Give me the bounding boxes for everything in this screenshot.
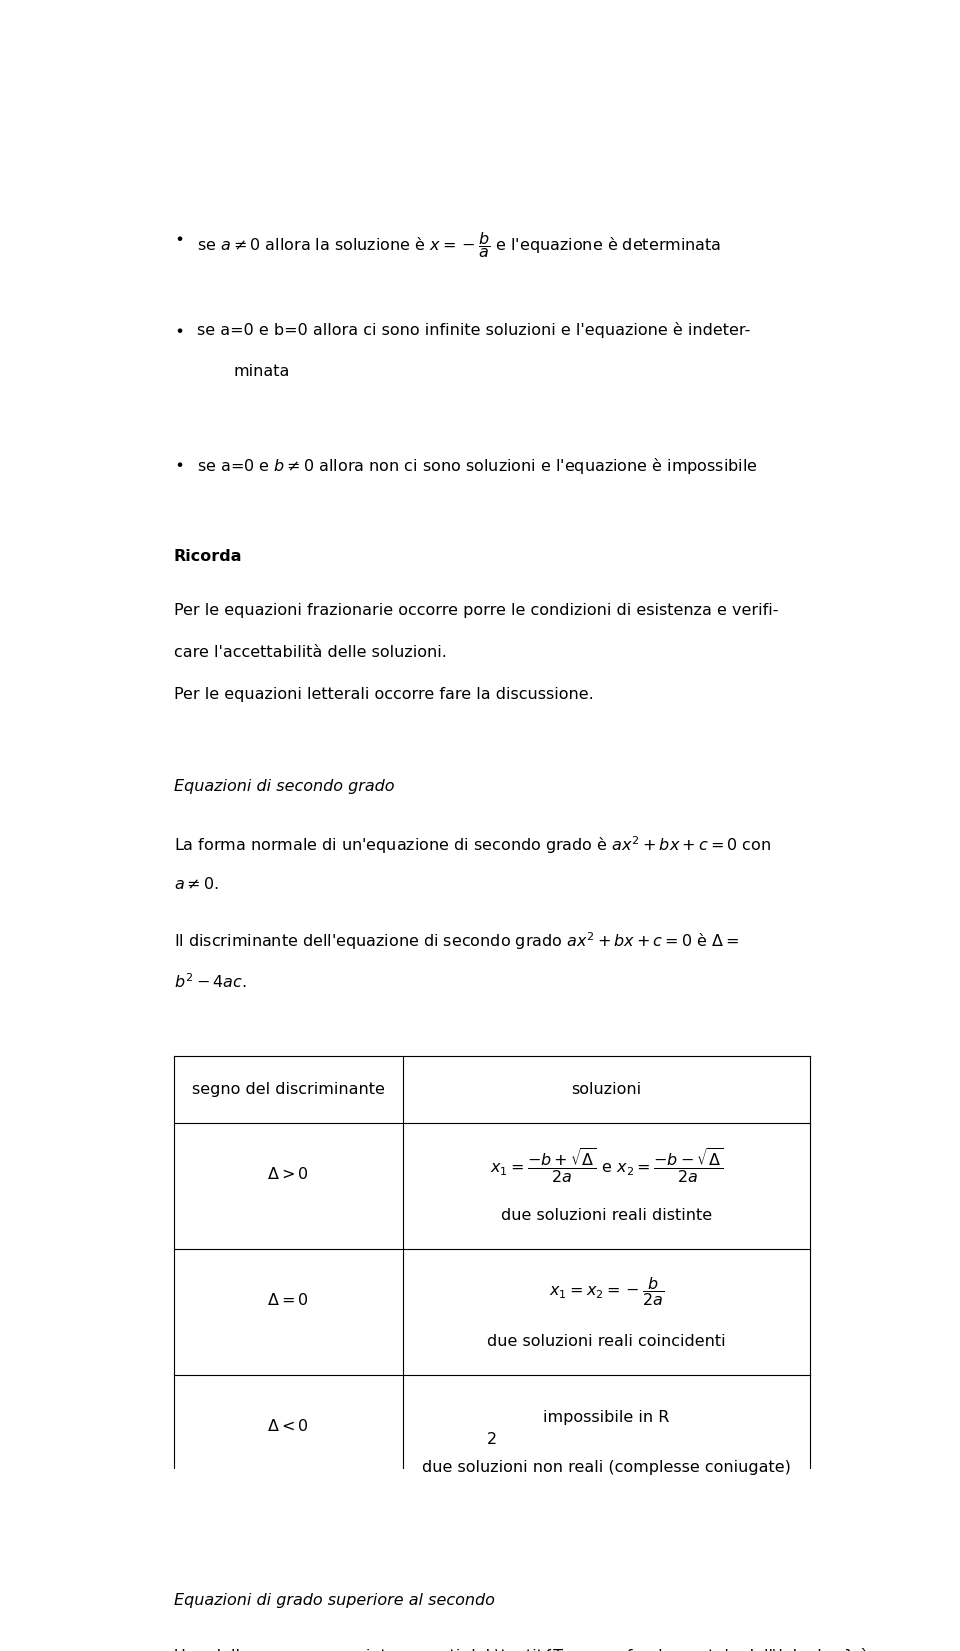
Text: $a \neq 0$.: $a \neq 0$. xyxy=(174,877,219,892)
Text: $\Delta = 0$: $\Delta = 0$ xyxy=(267,1291,309,1308)
Text: soluzioni: soluzioni xyxy=(571,1083,641,1098)
Text: Equazioni di secondo grado: Equazioni di secondo grado xyxy=(174,779,394,794)
Text: La forma normale di un'equazione di secondo grado è $ax^2 + bx + c = 0$ con: La forma normale di un'equazione di seco… xyxy=(174,834,771,855)
Text: Ricorda: Ricorda xyxy=(174,548,242,563)
Text: Equazioni di grado superiore al secondo: Equazioni di grado superiore al secondo xyxy=(174,1593,494,1608)
Text: due soluzioni reali distinte: due soluzioni reali distinte xyxy=(501,1209,712,1223)
Text: 2: 2 xyxy=(487,1431,497,1446)
Text: due soluzioni non reali (complesse coniugate): due soluzioni non reali (complesse coniu… xyxy=(422,1459,791,1474)
Text: care l'accettabilità delle soluzioni.: care l'accettabilità delle soluzioni. xyxy=(174,646,446,660)
Text: $\Delta < 0$: $\Delta < 0$ xyxy=(267,1418,309,1433)
Text: segno del discriminante: segno del discriminante xyxy=(192,1083,385,1098)
Text: $\bullet$: $\bullet$ xyxy=(174,229,183,244)
Text: Il discriminante dell'equazione di secondo grado $ax^2 + bx + c = 0$ è $\Delta =: Il discriminante dell'equazione di secon… xyxy=(174,931,739,953)
Text: $b^2 - 4ac$.: $b^2 - 4ac$. xyxy=(174,972,247,991)
Text: $\bullet$: $\bullet$ xyxy=(174,322,183,337)
Text: $x_1 = x_2 = -\dfrac{b}{2a}$: $x_1 = x_2 = -\dfrac{b}{2a}$ xyxy=(549,1275,664,1308)
Text: se a=0 e $b \neq 0$ allora non ci sono soluzioni e l'equazione è impossibile: se a=0 e $b \neq 0$ allora non ci sono s… xyxy=(198,456,758,477)
Text: Per le equazioni letterali occorre fare la discussione.: Per le equazioni letterali occorre fare … xyxy=(174,687,593,702)
Text: se a=0 e b=0 allora ci sono infinite soluzioni e l'equazione è indeter-: se a=0 e b=0 allora ci sono infinite sol… xyxy=(198,322,751,338)
Text: minata: minata xyxy=(233,365,290,380)
Text: se $a \neq 0$ allora la soluzione è $x = -\dfrac{b}{a}$ e l'equazione è determin: se $a \neq 0$ allora la soluzione è $x =… xyxy=(198,229,722,259)
Text: Una delle conseguenze interessanti del \textit{Teorema fondamentale dell\'algebr: Una delle conseguenze interessanti del \… xyxy=(174,1648,869,1651)
Text: $\bullet$: $\bullet$ xyxy=(174,456,183,472)
Text: impossibile in R: impossibile in R xyxy=(543,1410,670,1425)
Text: Per le equazioni frazionarie occorre porre le condizioni di esistenza e verifi-: Per le equazioni frazionarie occorre por… xyxy=(174,603,778,617)
Text: $\Delta > 0$: $\Delta > 0$ xyxy=(267,1166,309,1182)
Text: due soluzioni reali coincidenti: due soluzioni reali coincidenti xyxy=(488,1334,726,1349)
Text: $x_1 = \dfrac{-b+\sqrt{\Delta}}{2a}$ e $x_2 = \dfrac{-b-\sqrt{\Delta}}{2a}$: $x_1 = \dfrac{-b+\sqrt{\Delta}}{2a}$ e $… xyxy=(490,1146,723,1185)
